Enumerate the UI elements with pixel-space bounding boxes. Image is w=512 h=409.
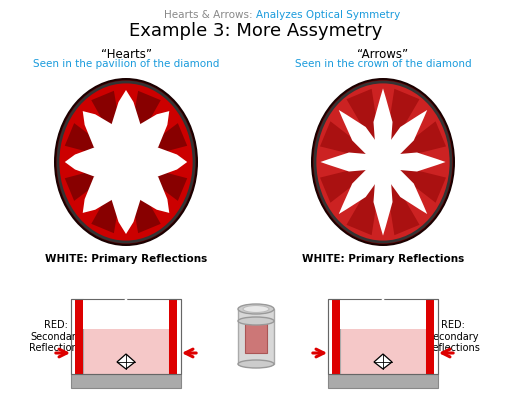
Bar (328, 299, 438, 374)
Polygon shape (120, 163, 132, 188)
Bar (332, 299, 340, 374)
Polygon shape (65, 124, 126, 163)
Polygon shape (119, 156, 169, 213)
Ellipse shape (313, 81, 453, 245)
Polygon shape (373, 89, 393, 160)
Text: Analyzes Optical Symmetry: Analyzes Optical Symmetry (256, 10, 400, 20)
Text: Seen in the crown of the diamond: Seen in the crown of the diamond (295, 59, 472, 69)
Ellipse shape (238, 317, 274, 325)
Ellipse shape (238, 360, 274, 368)
Ellipse shape (311, 79, 455, 246)
Bar (75, 299, 83, 329)
Bar (71, 374, 181, 388)
Text: Hearts & Arrows:: Hearts & Arrows: (164, 10, 256, 20)
Bar (426, 299, 434, 374)
Polygon shape (83, 156, 133, 213)
Polygon shape (374, 354, 392, 369)
Polygon shape (126, 163, 187, 201)
Ellipse shape (243, 306, 269, 313)
Bar (328, 299, 340, 374)
Ellipse shape (315, 83, 451, 243)
Bar (75, 299, 83, 374)
Bar (169, 299, 181, 374)
Ellipse shape (58, 83, 194, 243)
Bar (426, 299, 434, 329)
Polygon shape (347, 90, 383, 163)
Text: RED:
Secondary
Reflections: RED: Secondary Reflections (426, 319, 480, 352)
Ellipse shape (315, 83, 451, 243)
Bar (332, 299, 340, 329)
Polygon shape (373, 166, 393, 236)
Polygon shape (117, 354, 135, 369)
Polygon shape (383, 163, 419, 236)
Text: WHITE: Primary Reflections: WHITE: Primary Reflections (45, 254, 207, 263)
Polygon shape (83, 112, 133, 169)
Bar (332, 299, 434, 329)
Polygon shape (320, 122, 383, 163)
Bar (71, 299, 181, 374)
Polygon shape (386, 153, 445, 172)
Polygon shape (339, 160, 386, 214)
Bar (238, 309, 274, 364)
Polygon shape (321, 153, 380, 172)
Polygon shape (126, 92, 161, 163)
Polygon shape (111, 91, 141, 160)
Bar (426, 299, 438, 374)
Polygon shape (383, 122, 446, 163)
Polygon shape (339, 111, 386, 165)
Ellipse shape (56, 81, 196, 245)
Polygon shape (126, 157, 148, 169)
Bar (169, 299, 177, 374)
Ellipse shape (238, 304, 274, 314)
Bar (245, 321, 267, 353)
Text: Example 3: More Assymetry: Example 3: More Assymetry (130, 22, 382, 40)
Polygon shape (380, 160, 427, 214)
Bar (169, 299, 177, 329)
Ellipse shape (54, 79, 198, 246)
Polygon shape (380, 111, 427, 165)
Text: “Hearts”: “Hearts” (100, 48, 152, 61)
Bar (328, 299, 438, 374)
Bar (75, 299, 177, 329)
Bar (71, 299, 83, 374)
Polygon shape (104, 157, 126, 169)
Text: RED:
Secondary
Reflections: RED: Secondary Reflections (29, 319, 83, 352)
Polygon shape (383, 163, 446, 203)
Polygon shape (119, 112, 169, 169)
Polygon shape (347, 163, 383, 236)
Polygon shape (65, 148, 123, 178)
Circle shape (378, 158, 388, 167)
Polygon shape (320, 163, 383, 203)
Text: Seen in the pavilion of the diamond: Seen in the pavilion of the diamond (33, 59, 219, 69)
Bar (71, 299, 181, 374)
Polygon shape (383, 90, 419, 163)
Polygon shape (120, 137, 132, 163)
Polygon shape (65, 163, 126, 201)
Text: “Arrows”: “Arrows” (357, 48, 409, 61)
Text: WHITE: Primary Reflections: WHITE: Primary Reflections (302, 254, 464, 263)
Polygon shape (91, 163, 126, 234)
Polygon shape (91, 92, 126, 163)
Polygon shape (111, 166, 141, 234)
Polygon shape (126, 163, 161, 234)
Bar (328, 374, 438, 388)
Ellipse shape (58, 83, 194, 243)
Polygon shape (129, 148, 187, 178)
Polygon shape (126, 124, 187, 163)
